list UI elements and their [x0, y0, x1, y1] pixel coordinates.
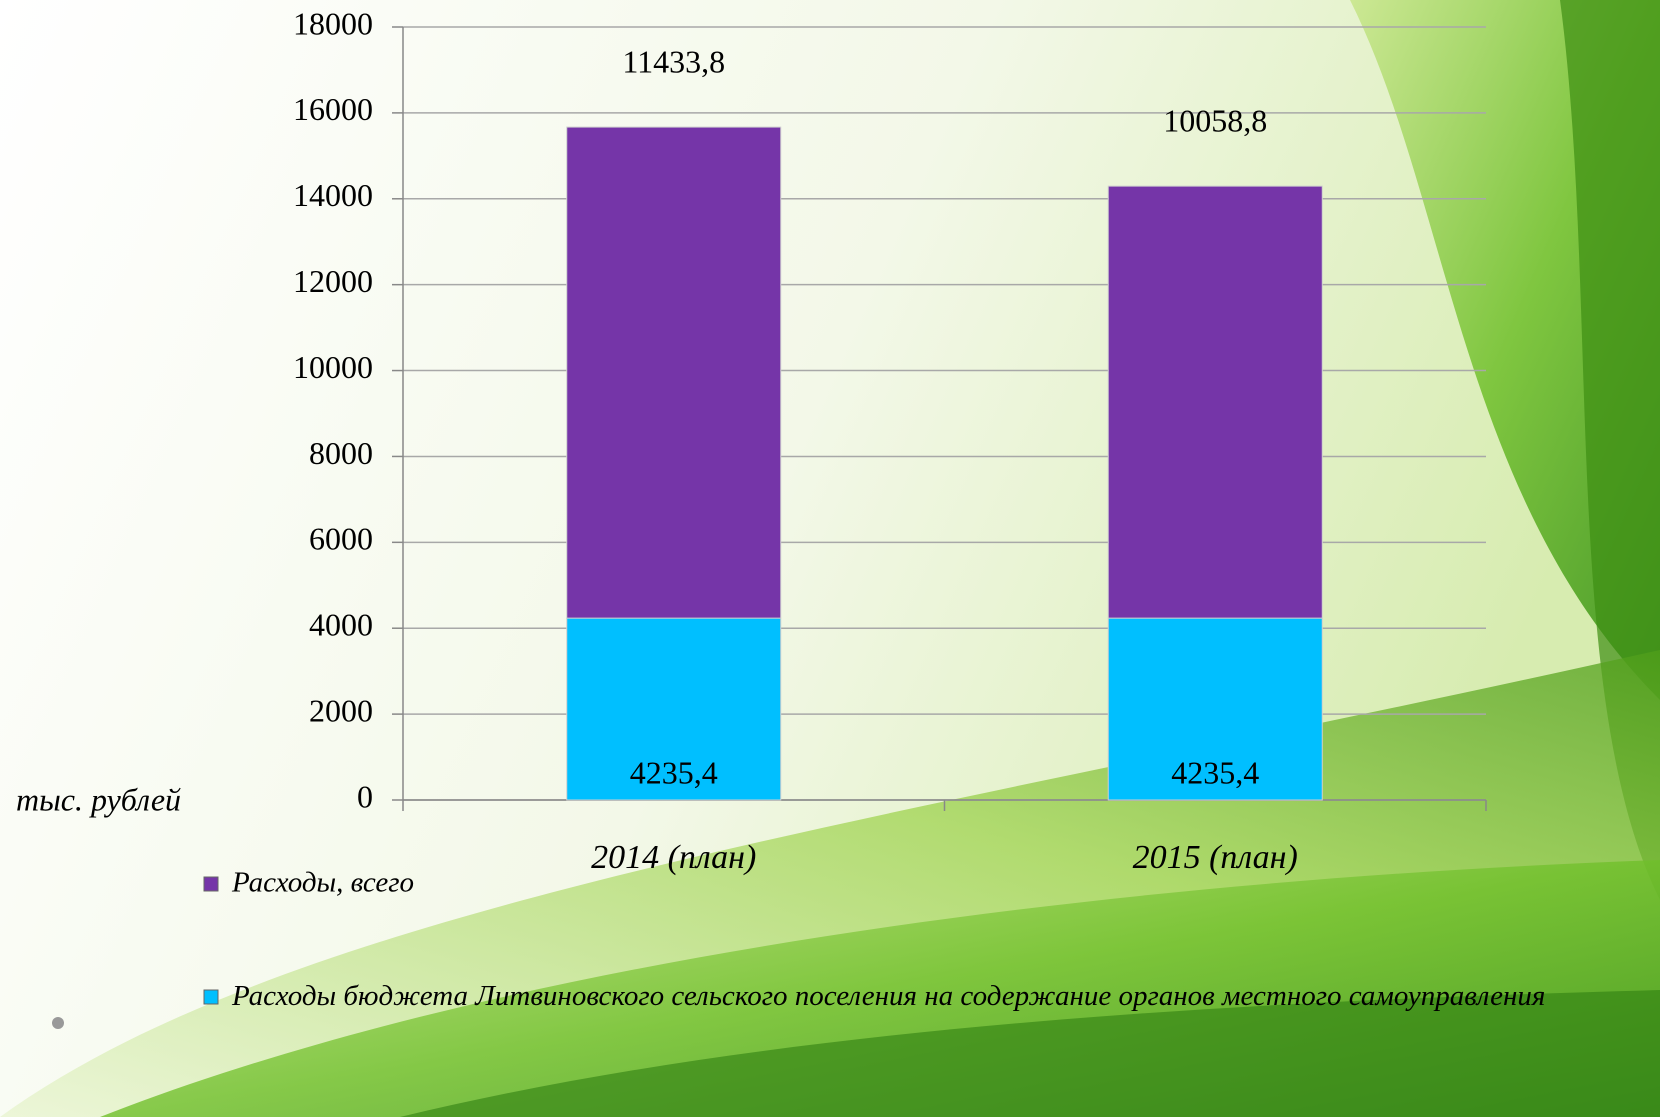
bar-segment — [1107, 185, 1323, 619]
bar-segment — [566, 617, 782, 801]
value-label: 4235,4 — [1171, 754, 1259, 790]
bar-segment — [1107, 617, 1323, 801]
y-tick-label: 10000 — [293, 349, 373, 385]
y-tick-label: 16000 — [293, 91, 373, 127]
y-tick-label: 8000 — [309, 435, 373, 471]
y-tick-label: 4000 — [309, 607, 373, 643]
legend-label: Расходы бюджета Литвиновского сельского … — [232, 980, 1546, 1012]
legend-swatch — [203, 989, 219, 1005]
value-label: 11433,8 — [622, 43, 725, 79]
y-tick-label: 6000 — [309, 521, 373, 557]
y-tick-label: 18000 — [293, 5, 373, 41]
y-tick-label: 0 — [357, 778, 373, 814]
x-tick-label: 2014 (план) — [591, 839, 756, 876]
y-tick-label: 2000 — [309, 692, 373, 728]
y-axis-label: тыс. рублей — [16, 781, 181, 817]
legend-swatch — [203, 876, 219, 892]
value-label: 4235,4 — [630, 754, 718, 790]
bullet — [52, 1017, 64, 1029]
bar-segment — [566, 126, 782, 619]
y-tick-label: 12000 — [293, 263, 373, 299]
x-tick-label: 2015 (план) — [1133, 839, 1298, 876]
value-label: 10058,8 — [1163, 102, 1267, 138]
legend-label: Расходы, всего — [231, 867, 414, 899]
y-tick-label: 14000 — [293, 177, 373, 213]
